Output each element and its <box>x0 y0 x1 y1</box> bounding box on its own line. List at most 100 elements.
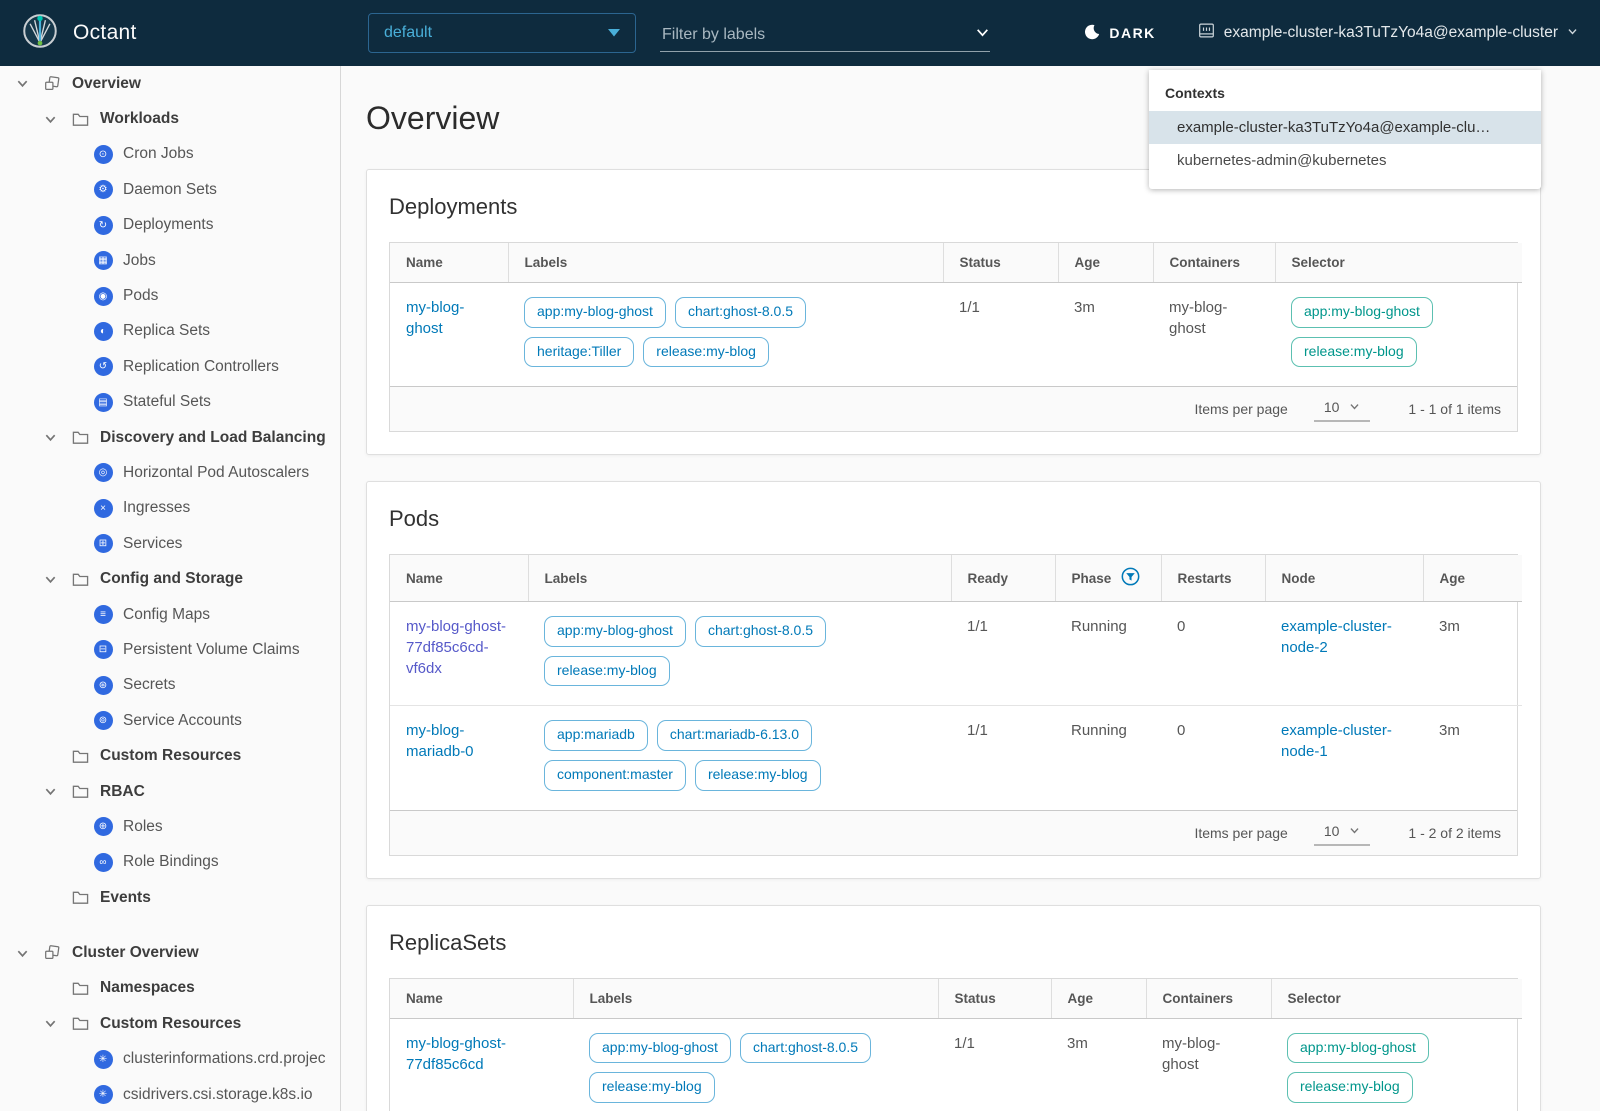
sidebar-item-custom-resources[interactable]: Custom Resources <box>0 738 340 773</box>
sidebar-item-services[interactable]: ⊞ Services <box>0 526 340 561</box>
sidebar-item-deployments[interactable]: ↻ Deployments <box>0 208 340 243</box>
cell-text: 1/1 <box>959 299 980 316</box>
column-header-containers: Containers <box>1152 243 1275 283</box>
selector-pill: release:my-blog <box>1287 1072 1413 1103</box>
sidebar-item-label: Service Accounts <box>123 711 242 729</box>
sidebar-item-persistent-volume-claims[interactable]: ⊟ Persistent Volume Claims <box>0 632 340 667</box>
label-filter-input[interactable] <box>660 25 975 45</box>
sidebar-item-ingresses[interactable]: × Ingresses <box>0 491 340 526</box>
sidebar-item-jobs[interactable]: ▦ Jobs <box>0 243 340 278</box>
resource-link[interactable]: my-blog-ghost-77df85c6cd <box>406 1034 507 1073</box>
label-pill: chart:ghost-8.0.5 <box>674 297 807 328</box>
sidebar-item-rbac[interactable]: RBAC <box>0 774 340 809</box>
labels-cell: app:my-blog-ghost chart:ghost-8.0.5 herita… <box>508 283 943 387</box>
sidebar-item-label: Deployments <box>123 216 214 234</box>
cell-text: 3m <box>1439 618 1460 636</box>
sidebar-item-config-and-storage[interactable]: Config and Storage <box>0 561 340 596</box>
sidebar-item-workloads[interactable]: Workloads <box>0 101 340 136</box>
sidebar-item-csidrivers-csi-storage-k8s-io[interactable]: ✳ csidrivers.csi.storage.k8s.io <box>0 1077 340 1111</box>
chevron-down-icon[interactable] <box>975 25 990 45</box>
labels-cell: app:mariadb chart:mariadb-6.13.0 component… <box>528 705 951 810</box>
sidebar-item-config-maps[interactable]: ≡ Config Maps <box>0 597 340 632</box>
theme-toggle-button[interactable]: DARK <box>1083 23 1155 43</box>
sidebar-item-discovery-and-load-balancing[interactable]: Discovery and Load Balancing <box>0 420 340 455</box>
context-label: example-cluster-ka3TuTzYo4a@example-clus… <box>1223 24 1558 41</box>
context-menu-item[interactable]: example-cluster-ka3TuTzYo4a@example-clu… <box>1149 111 1541 144</box>
resource-link[interactable]: my-blog-ghost <box>406 299 465 337</box>
persistent-volume-claims-icon: ⊟ <box>93 640 113 660</box>
sidebar-item-custom-resources[interactable]: Custom Resources <box>0 1006 340 1041</box>
config-and-storage-icon <box>70 569 90 589</box>
sidebar-item-label: Namespaces <box>100 979 195 997</box>
column-header-status: Status <box>942 243 1058 283</box>
namespace-select[interactable]: default <box>368 13 636 53</box>
sidebar-item-label: Replication Controllers <box>123 357 279 375</box>
column-header-name: Name <box>390 243 508 283</box>
contexts-dropdown-title: Contexts <box>1165 85 1225 101</box>
custom-resources-icon <box>70 1014 90 1034</box>
column-header-label: Phase <box>1071 570 1112 586</box>
resource-link[interactable]: example-cluster-node-2 <box>1281 618 1392 657</box>
role-bindings-icon: ∞ <box>93 852 113 872</box>
chevron-down-icon <box>16 945 42 961</box>
chevron-down-icon <box>1349 823 1360 839</box>
items-per-page-select[interactable]: 10 <box>1313 396 1371 423</box>
sidebar-item-stateful-sets[interactable]: ▤ Stateful Sets <box>0 385 340 420</box>
cell-text: 0 <box>1177 618 1186 636</box>
cell-text: 0 <box>1161 705 1265 810</box>
label-pill: release:my-blog <box>694 759 821 791</box>
chevron-down-icon <box>44 1016 70 1032</box>
services-icon: ⊞ <box>93 534 113 554</box>
sidebar-item-secrets[interactable]: ⊛ Secrets <box>0 668 340 703</box>
sidebar-item-cron-jobs[interactable]: ⊙ Cron Jobs <box>0 137 340 172</box>
chevron-down-icon <box>44 430 70 446</box>
sidebar-item-daemon-sets[interactable]: ⚙ Daemon Sets <box>0 172 340 207</box>
label-pill: app:my-blog-ghost <box>524 297 666 328</box>
deployments-icon: ↻ <box>93 215 113 235</box>
sidebar-item-clusterinformations-crd-projec[interactable]: ✳ clusterinformations.crd.projec <box>0 1042 340 1077</box>
sidebar-item-horizontal-pod-autoscalers[interactable]: ◎ Horizontal Pod Autoscalers <box>0 455 340 490</box>
roles-icon: ⊕ <box>93 817 113 837</box>
label-filter <box>660 14 990 52</box>
resource-table: Name Labels Status Age Containers Selector my-… <box>389 242 1522 433</box>
column-header-age: Age <box>1057 243 1153 283</box>
items-per-page-value: 10 <box>1323 822 1340 839</box>
chevron-down-icon <box>44 111 70 127</box>
pagination-range: 1 - 1 of 1 items <box>1408 401 1501 418</box>
page-title: Overview <box>366 100 500 136</box>
resource-link[interactable]: my-blog-ghost-77df85c6cd-vf6dx <box>406 618 507 678</box>
contexts-dropdown-items: example-cluster-ka3TuTzYo4a@example-clu…… <box>1149 111 1541 177</box>
sidebar-item-events[interactable]: Events <box>0 880 340 915</box>
config-maps-icon: ≡ <box>93 605 113 625</box>
chevron-down-icon <box>44 571 70 587</box>
sidebar-item-pods[interactable]: ◉ Pods <box>0 278 340 313</box>
context-menu-item[interactable]: kubernetes-admin@kubernetes <box>1177 152 1387 169</box>
card-title: Pods <box>389 506 440 532</box>
cards-container: Deployments Name Labels Status Age Containers… <box>366 169 1541 1111</box>
label-pill: heritage:Tiller <box>524 336 635 368</box>
sidebar-item-roles[interactable]: ⊕ Roles <box>0 809 340 844</box>
sidebar-item-role-bindings[interactable]: ∞ Role Bindings <box>0 845 340 880</box>
sidebar-item-namespaces[interactable]: Namespaces <box>0 971 340 1006</box>
phase-filter-icon[interactable] <box>1121 567 1140 589</box>
context-switcher[interactable]: example-cluster-ka3TuTzYo4a@example-clus… <box>1198 22 1578 44</box>
column-header-phase: Phase <box>1054 555 1161 603</box>
items-per-page-select[interactable]: 10 <box>1313 820 1371 846</box>
sidebar-item-replication-controllers[interactable]: ↺ Replication Controllers <box>0 349 340 384</box>
resource-link[interactable]: example-cluster-node-1 <box>1281 722 1392 761</box>
sidebar-item-overview[interactable]: Overview <box>0 66 340 101</box>
namespace-selected-value: default <box>384 24 433 41</box>
selector-pill: release:my-blog <box>1291 336 1417 368</box>
sidebar-item-label: Ingresses <box>123 499 191 517</box>
label-pill: component:master <box>544 759 686 791</box>
resource-link[interactable]: my-blog-mariadb-0 <box>406 722 474 761</box>
cell-text: 3m <box>1067 1034 1088 1052</box>
name-cell: my-blog-mariadb-0 <box>390 705 528 810</box>
card-pods: Pods Name Labels Ready Phase Restarts Node Age m… <box>366 481 1541 879</box>
sidebar-nav: Overview Workloads ⊙ Cron Jobs ⚙ Daemon Sets ↻… <box>0 66 341 1111</box>
sidebar-item-service-accounts[interactable]: ⊚ Service Accounts <box>0 703 340 738</box>
label-pill: app:my-blog-ghost <box>544 616 686 647</box>
sidebar-item-replica-sets[interactable]: ◐ Replica Sets <box>0 314 340 349</box>
cell-text: 3m <box>1423 705 1522 810</box>
sidebar-item-cluster-overview[interactable]: Cluster Overview <box>0 935 340 970</box>
